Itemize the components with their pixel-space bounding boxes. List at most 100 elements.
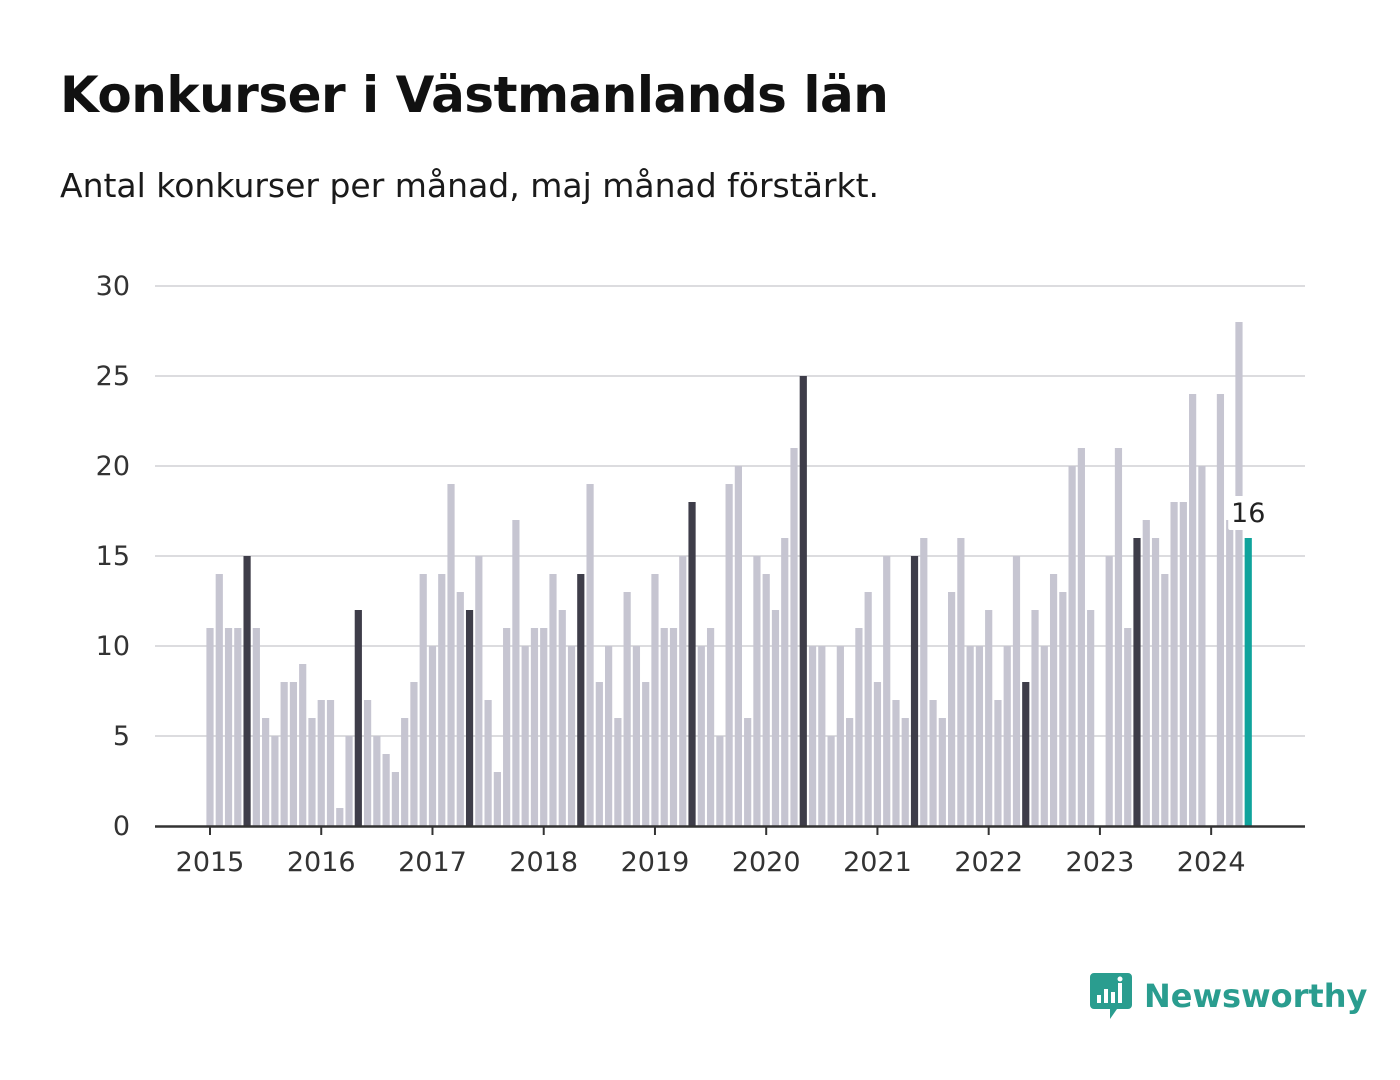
y-tick-label: 10: [96, 631, 130, 662]
bar: [252, 628, 260, 826]
bar: [855, 628, 863, 826]
brand-name: Newsworthy: [1144, 977, 1368, 1015]
bar: [688, 502, 696, 826]
bar: [985, 610, 993, 826]
x-tick-label: 2019: [621, 847, 690, 878]
bar: [262, 718, 270, 826]
bar: [957, 538, 965, 826]
bar: [623, 592, 631, 826]
x-tick-label: 2024: [1177, 847, 1246, 878]
y-tick-label: 30: [96, 271, 130, 302]
bar: [1022, 682, 1030, 826]
bar: [605, 646, 613, 826]
bar: [530, 628, 539, 826]
bar: [410, 682, 418, 826]
bar: [1226, 520, 1234, 826]
bar: [1124, 628, 1132, 826]
bar: [373, 736, 381, 826]
bar: [317, 700, 325, 826]
bar: [493, 772, 501, 826]
bar: [465, 610, 474, 826]
bar: [1114, 448, 1123, 826]
chart-subtitle: Antal konkurser per månad, maj månad för…: [60, 166, 880, 205]
bar: [1189, 394, 1197, 826]
x-tick-label: 2021: [843, 847, 912, 878]
bar: [790, 448, 798, 826]
bar: [614, 718, 622, 826]
bar: [966, 646, 974, 826]
bar: [1170, 502, 1178, 826]
bar: [215, 574, 223, 826]
bar: [354, 610, 362, 826]
bar: [558, 610, 566, 826]
bar: [799, 376, 807, 826]
bar: [1235, 322, 1243, 826]
bar: [744, 718, 752, 826]
x-tick-label: 2016: [287, 847, 356, 878]
bar: [725, 484, 733, 826]
data-label-latest: 16: [1231, 498, 1265, 529]
bar: [1012, 556, 1021, 826]
bar: [391, 772, 399, 826]
bar: [1040, 646, 1048, 826]
bar: [948, 592, 956, 826]
bar: [1198, 466, 1206, 826]
bar: [438, 574, 446, 826]
x-tick-label: 2023: [1066, 847, 1135, 878]
bar: [447, 484, 455, 826]
bar: [280, 682, 288, 826]
bar: [808, 646, 817, 826]
bar: [577, 574, 585, 826]
bar: [1133, 538, 1141, 826]
bar: [920, 538, 928, 826]
bar: [289, 682, 298, 826]
bar: [271, 736, 279, 826]
bar: [1031, 610, 1039, 826]
x-axis: [155, 825, 1305, 835]
bar: [1077, 448, 1085, 826]
bar: [938, 718, 946, 826]
bar: [1161, 574, 1169, 826]
bar: [234, 628, 242, 826]
bar: [827, 736, 835, 826]
brand: Newsworthy: [1090, 970, 1367, 1022]
bar: [512, 520, 520, 826]
bar: [706, 628, 715, 826]
bar: [401, 718, 409, 826]
bar: [567, 646, 576, 826]
y-tick-label: 5: [113, 721, 130, 752]
bar: [975, 646, 984, 826]
bar: [475, 556, 483, 826]
bar: [521, 646, 529, 826]
y-tick-label: 25: [96, 361, 130, 392]
bar: [1003, 646, 1011, 826]
bar: [206, 628, 214, 826]
bar: [873, 682, 882, 826]
bar: [864, 592, 872, 826]
bar: [243, 556, 251, 826]
bar: [540, 628, 548, 826]
bar: [299, 664, 307, 826]
bar: [781, 538, 789, 826]
bar: [308, 718, 316, 826]
bar: [771, 610, 780, 826]
bar: [836, 646, 844, 826]
bar: [1059, 592, 1067, 826]
bar: [224, 628, 233, 826]
y-tick-label: 0: [113, 811, 130, 842]
bar: [456, 592, 464, 826]
bar: [586, 484, 594, 826]
bar: [1216, 394, 1225, 826]
bar: [632, 646, 641, 826]
x-tick-label: 2018: [509, 847, 578, 878]
x-tick-label: 2017: [398, 847, 467, 878]
newsworthy-logo-icon: [1090, 973, 1132, 1019]
bar: [345, 736, 353, 826]
bar: [1179, 502, 1187, 826]
x-tick-label: 2020: [732, 847, 801, 878]
bar: [382, 754, 390, 826]
bar: [994, 700, 1002, 826]
x-tick-label: 2022: [954, 847, 1023, 878]
bar: [336, 808, 344, 826]
bar: [1049, 574, 1058, 826]
